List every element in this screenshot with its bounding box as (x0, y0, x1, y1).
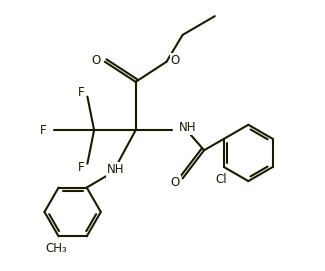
Text: NH: NH (107, 163, 124, 176)
Text: O: O (171, 176, 180, 189)
Text: NH: NH (179, 121, 196, 134)
Text: Cl: Cl (215, 173, 227, 186)
Text: F: F (78, 161, 85, 174)
Text: CH₃: CH₃ (45, 242, 67, 255)
Text: O: O (171, 54, 180, 67)
Text: F: F (40, 124, 47, 137)
Text: O: O (91, 54, 101, 67)
Text: F: F (78, 86, 85, 99)
